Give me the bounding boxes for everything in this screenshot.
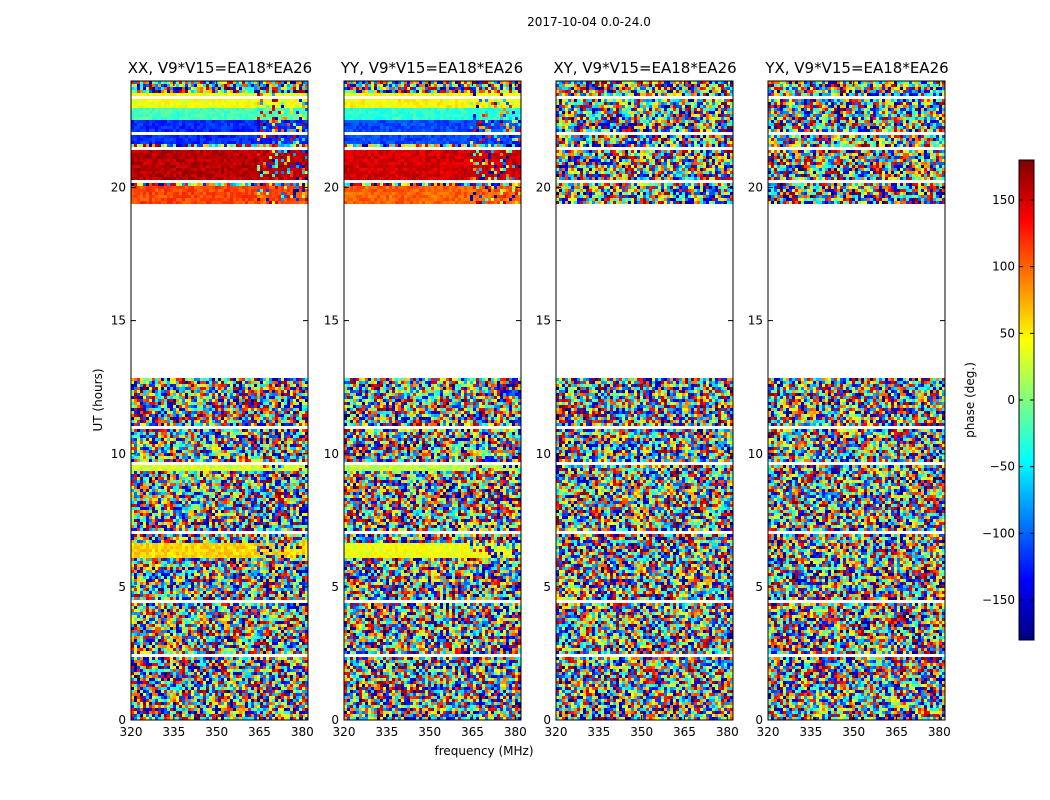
y-axis-label: UT (hours) bbox=[91, 368, 105, 431]
panel-frame bbox=[555, 80, 734, 721]
y-tick-label: 20 bbox=[324, 181, 339, 195]
colorbar-tick-label: 0 bbox=[1007, 393, 1015, 407]
x-axis-label: frequency (MHz) bbox=[434, 744, 533, 758]
y-tick-label: 10 bbox=[111, 447, 126, 461]
x-tick-label: 320 bbox=[120, 725, 143, 739]
colorbar-label: phase (deg.) bbox=[963, 362, 977, 438]
panel-title-yx: YX, V9*V15=EA18*EA26 bbox=[764, 59, 948, 77]
panel-yy: YY, V9*V15=EA18*EA26 320 335 350 365 380 0 5 10… bbox=[324, 59, 527, 739]
y-tick-label: 15 bbox=[536, 314, 551, 328]
x-tick-label: 320 bbox=[333, 725, 356, 739]
panel-frame bbox=[130, 80, 309, 721]
panel-title-xy: XY, V9*V15=EA18*EA26 bbox=[553, 59, 736, 77]
x-tick-label: 380 bbox=[291, 725, 314, 739]
colorbar-tick-label: 150 bbox=[992, 193, 1015, 207]
x-tick-label: 350 bbox=[205, 725, 228, 739]
x-tick-label: 335 bbox=[162, 725, 185, 739]
y-tick-label: 0 bbox=[118, 713, 126, 727]
y-tick-label: 10 bbox=[748, 447, 763, 461]
x-tick-label: 365 bbox=[248, 725, 271, 739]
heatmap-image bbox=[131, 81, 308, 720]
y-tick-label: 0 bbox=[331, 713, 339, 727]
y-tick-label: 20 bbox=[536, 181, 551, 195]
panel-yx: YX, V9*V15=EA18*EA26 320 335 350 365 380 0 5 10… bbox=[748, 59, 951, 739]
y-tick-label: 20 bbox=[748, 181, 763, 195]
x-tick-label: 335 bbox=[587, 725, 610, 739]
colorbar-tick-label: 50 bbox=[1000, 326, 1015, 340]
y-tick-label: 0 bbox=[543, 713, 551, 727]
x-tick-label: 380 bbox=[716, 725, 739, 739]
panel-xx: XX, V9*V15=EA18*EA26 320 335 350 365 380 0 5 10… bbox=[111, 59, 314, 739]
y-tick-label: 10 bbox=[324, 447, 339, 461]
y-tick-label: 0 bbox=[755, 713, 763, 727]
heatmap-yy: 320 335 350 365 380 0 5 10 15 20 bbox=[324, 80, 527, 739]
colorbar-tick-label: −150 bbox=[982, 593, 1015, 607]
colorbar-tick-label: 100 bbox=[992, 260, 1015, 274]
x-tick-label: 365 bbox=[461, 725, 484, 739]
heatmap-yx: 320 335 350 365 380 0 5 10 15 20 bbox=[748, 80, 951, 739]
y-tick-label: 5 bbox=[118, 580, 126, 594]
x-tick-label: 350 bbox=[630, 725, 653, 739]
x-tick-label: 350 bbox=[842, 725, 865, 739]
y-tick-label: 15 bbox=[111, 314, 126, 328]
panel-title-xx: XX, V9*V15=EA18*EA26 bbox=[128, 59, 312, 77]
colorbar-tick-label: −50 bbox=[990, 460, 1015, 474]
y-tick-label: 5 bbox=[543, 580, 551, 594]
x-tick-label: 380 bbox=[928, 725, 951, 739]
heatmap-image bbox=[768, 81, 945, 720]
y-tick-label: 10 bbox=[536, 447, 551, 461]
colorbar-tick-label: −100 bbox=[982, 526, 1015, 540]
panel-frame bbox=[343, 80, 522, 721]
heatmap-xy: 320 335 350 365 380 0 5 10 15 20 bbox=[536, 80, 739, 739]
figure-suptitle: 2017-10-04 0.0-24.0 bbox=[527, 15, 651, 29]
y-tick-label: 15 bbox=[324, 314, 339, 328]
heatmap-image bbox=[344, 81, 521, 720]
x-tick-label: 335 bbox=[375, 725, 398, 739]
colorbar: 150 100 50 0 −50 −100 −150 bbox=[982, 159, 1035, 641]
panel-title-yy: YY, V9*V15=EA18*EA26 bbox=[340, 59, 523, 77]
heatmap-image bbox=[556, 81, 733, 720]
x-tick-label: 320 bbox=[545, 725, 568, 739]
x-tick-label: 365 bbox=[885, 725, 908, 739]
panel-xy: XY, V9*V15=EA18*EA26 320 335 350 365 380 0 5 10… bbox=[536, 59, 739, 739]
y-tick-label: 5 bbox=[331, 580, 339, 594]
x-tick-label: 320 bbox=[757, 725, 780, 739]
y-tick-label: 20 bbox=[111, 181, 126, 195]
x-tick-label: 365 bbox=[673, 725, 696, 739]
x-tick-label: 380 bbox=[504, 725, 527, 739]
x-tick-label: 335 bbox=[799, 725, 822, 739]
x-tick-label: 350 bbox=[418, 725, 441, 739]
y-tick-label: 15 bbox=[748, 314, 763, 328]
y-tick-label: 5 bbox=[755, 580, 763, 594]
heatmap-xx: 320 335 350 365 380 0 5 10 15 20 bbox=[111, 80, 314, 739]
panel-frame bbox=[767, 80, 946, 721]
